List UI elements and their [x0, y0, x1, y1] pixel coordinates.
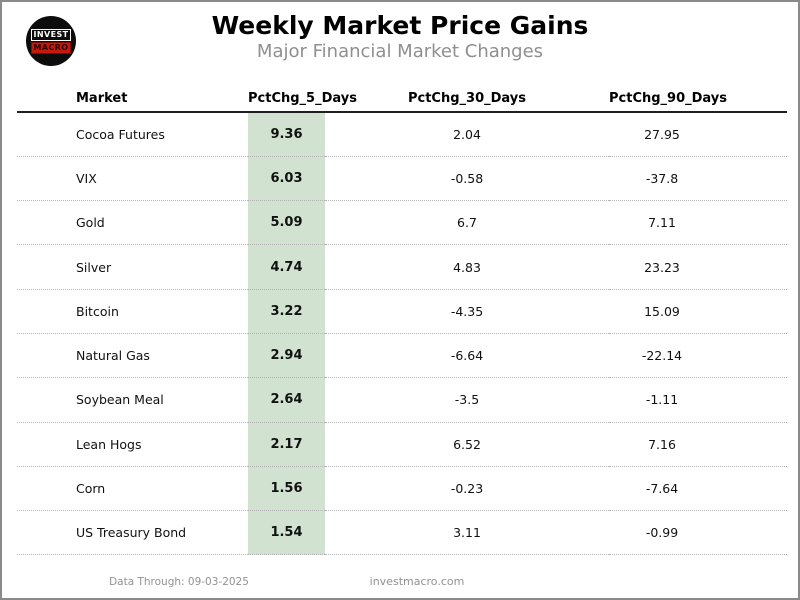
column-header-pctchg-5-days: PctChg_5_Days: [248, 86, 357, 113]
table-row: Cocoa Futures 9.36 2.04 27.95: [17, 112, 787, 157]
market-name: Lean Hogs: [17, 422, 248, 467]
pctchg-5-days-value: 2.64: [248, 377, 325, 423]
website-label: investmacro.com: [369, 575, 465, 588]
pctchg-90-days-value: -1.11: [609, 377, 787, 423]
market-name: Gold: [17, 200, 248, 246]
pctchg-5-days-value: 2.17: [248, 422, 325, 467]
pctchg-90-days-value: 7.16: [609, 422, 787, 467]
table-row: Corn 1.56 -0.23 -7.64: [17, 466, 787, 512]
pctchg-30-days-value: -0.58: [325, 156, 609, 202]
pctchg-90-days-value: 7.11: [609, 200, 787, 246]
market-name: Bitcoin: [17, 289, 248, 334]
page-subtitle: Major Financial Market Changes: [256, 41, 544, 62]
column-header-pctchg-30-days: PctChg_30_Days: [325, 86, 609, 113]
market-name: Natural Gas: [17, 333, 248, 379]
pctchg-30-days-value: 3.11: [325, 510, 609, 556]
pctchg-90-days-value: -37.8: [609, 156, 787, 202]
data-through-label: Data Through: 09-03-2025: [109, 576, 249, 588]
page-title: Weekly Market Price Gains: [211, 11, 589, 40]
pctchg-90-days-value: -0.99: [609, 510, 787, 556]
pctchg-5-days-value: 6.03: [248, 156, 325, 202]
table-row: VIX 6.03 -0.58 -37.8: [17, 156, 787, 202]
table-row: Bitcoin 3.22 -4.35 15.09: [17, 289, 787, 334]
market-name: Cocoa Futures: [17, 112, 248, 157]
pctchg-30-days-value: -0.23: [325, 466, 609, 512]
pctchg-30-days-value: -6.64: [325, 333, 609, 379]
pctchg-90-days-value: -7.64: [609, 466, 787, 512]
pctchg-30-days-value: 6.7: [325, 200, 609, 246]
pctchg-30-days-value: 4.83: [325, 244, 609, 290]
market-name: VIX: [17, 156, 248, 202]
market-name: Soybean Meal: [17, 377, 248, 423]
table-row: Gold 5.09 6.7 7.11: [17, 200, 787, 246]
pctchg-30-days-value: -3.5: [325, 377, 609, 423]
column-header-market: Market: [17, 86, 248, 113]
pctchg-90-days-value: 27.95: [609, 112, 787, 157]
pctchg-90-days-value: 23.23: [609, 244, 787, 290]
investmacro-logo: INVEST MACRO: [26, 16, 76, 66]
pctchg-90-days-value: 15.09: [609, 289, 787, 334]
table-row: Soybean Meal 2.64 -3.5 -1.11: [17, 377, 787, 423]
market-name: US Treasury Bond: [17, 510, 248, 556]
pctchg-5-days-value: 1.56: [248, 466, 325, 512]
table-row: Lean Hogs 2.17 6.52 7.16: [17, 422, 787, 467]
logo-macro-text: MACRO: [30, 41, 72, 54]
pctchg-30-days-value: 2.04: [325, 112, 609, 157]
table-header-row: Market PctChg_5_Days PctChg_30_Days PctC…: [17, 86, 787, 113]
pctchg-5-days-value: 5.09: [248, 200, 325, 246]
table-row: Natural Gas 2.94 -6.64 -22.14: [17, 333, 787, 379]
pctchg-5-days-value: 4.74: [248, 244, 325, 290]
market-name: Corn: [17, 466, 248, 512]
market-name: Silver: [17, 244, 248, 290]
table-row: US Treasury Bond 1.54 3.11 -0.99: [17, 510, 787, 556]
pctchg-5-days-value: 3.22: [248, 289, 325, 334]
pctchg-5-days-value: 1.54: [248, 510, 325, 556]
pctchg-5-days-value: 2.94: [248, 333, 325, 379]
pctchg-30-days-value: -4.35: [325, 289, 609, 334]
table-row: Silver 4.74 4.83 23.23: [17, 244, 787, 290]
table-body: Cocoa Futures 9.36 2.04 27.95 VIX 6.03 -…: [17, 112, 787, 556]
market-price-table: Market PctChg_5_Days PctChg_30_Days PctC…: [17, 86, 787, 556]
pctchg-30-days-value: 6.52: [325, 422, 609, 467]
pctchg-90-days-value: -22.14: [609, 333, 787, 379]
column-header-pctchg-90-days: PctChg_90_Days: [609, 86, 787, 113]
logo-invest-text: INVEST: [30, 28, 72, 41]
pctchg-5-days-value: 9.36: [248, 112, 325, 157]
